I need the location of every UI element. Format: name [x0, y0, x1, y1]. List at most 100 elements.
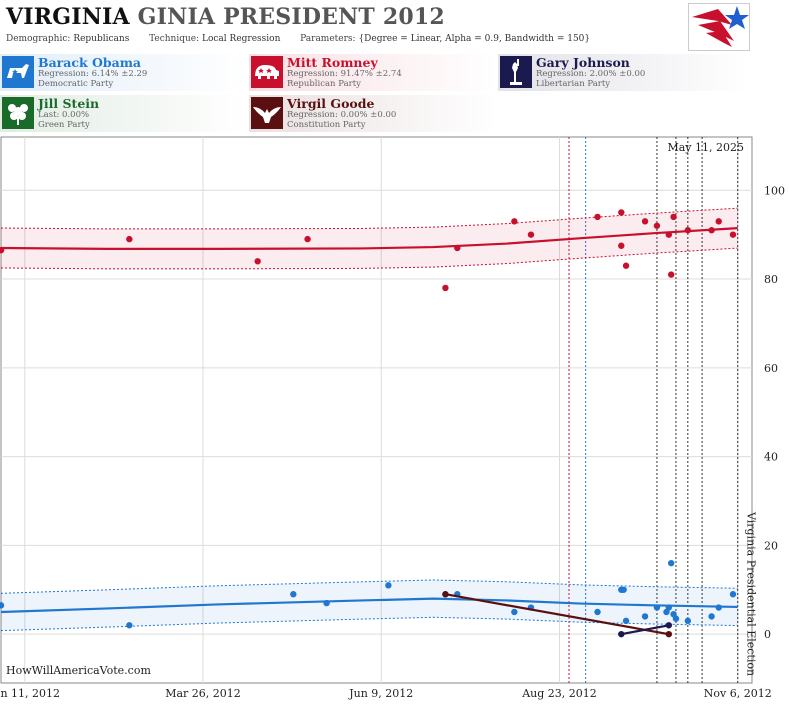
candidate-party: Constitution Party [287, 120, 366, 130]
poll-chart: 0 20 40 60 80 100 Jan 11, 2012 Mar 26, 2012 Jun … [0, 136, 785, 700]
technique-value: Local Regression [202, 34, 281, 44]
data-point [0, 602, 5, 609]
candidate-panel-mitt-romney: Mitt Romney Regression: 91.47% ±2.74 Repub… [249, 54, 497, 91]
technique-label: Technique: [149, 34, 200, 44]
data-point [665, 231, 673, 238]
data-point [454, 244, 461, 252]
data-point [594, 213, 601, 221]
candidate-panel-barack-obama: Barack Obama Regression: 6.14% ±2.29 Democ… [0, 54, 248, 91]
statue-of-liberty-icon [500, 56, 532, 88]
data-point [126, 235, 133, 243]
y-tick-label: 40 [764, 451, 778, 464]
data-point [684, 227, 692, 234]
parameters-value: {Degree = Linear, Alpha = 0.9, Bandwidth… [358, 34, 591, 44]
data-point [254, 258, 261, 265]
data-point [618, 242, 625, 249]
y-tick-label: 20 [764, 539, 778, 552]
data-point [622, 617, 630, 625]
data-point [620, 586, 627, 593]
data-point [290, 591, 297, 598]
candidate-name: Gary Johnson [536, 55, 630, 70]
confidence-upper [0, 207, 738, 230]
y-tick-label: 100 [764, 184, 785, 197]
data-point [511, 218, 518, 225]
data-point [665, 622, 673, 629]
data-point [442, 591, 449, 598]
donkey-icon [2, 56, 34, 88]
trend-line [445, 593, 670, 636]
confidence-band [1, 208, 738, 269]
demographic-value: Republicans [73, 34, 130, 44]
data-point [641, 218, 649, 225]
series-gary-johnson [618, 622, 673, 638]
data-point [684, 617, 692, 625]
candidate-panel-jill-stein: Jill Stein Last: 0.00% Green Party [0, 95, 248, 132]
election-label: Virginia Presidential Election [745, 511, 758, 676]
elephant-icon [251, 56, 283, 88]
x-tick-label: Jan 11, 2012 [0, 687, 60, 700]
candidate-regression: Regression: 6.14% ±2.29 [38, 69, 148, 79]
data-point [665, 630, 673, 638]
y-tick-label: 80 [764, 273, 778, 286]
data-point [672, 615, 680, 622]
date-annotation: May 11, 2025 [667, 141, 744, 154]
data-point [511, 608, 518, 616]
data-point [385, 582, 392, 589]
data-point [670, 213, 677, 221]
candidate-panel-gary-johnson: Gary Johnson Regression: 2.00% ±0.00 Liber… [498, 54, 748, 91]
trend-line [621, 624, 670, 636]
candidate-regression: Last: 0.00% [38, 110, 90, 120]
data-point [527, 231, 535, 238]
parameters-label: Parameters: [300, 34, 356, 44]
trend-line [0, 227, 738, 250]
data-point [304, 235, 311, 243]
candidate-party: Green Party [38, 120, 90, 130]
title-state: VIRGINIA [6, 4, 130, 30]
series-virgil-goode [442, 591, 673, 638]
site-logo-icon [688, 3, 750, 51]
candidate-name: Jill Stein [38, 96, 100, 111]
candidate-regression: Regression: 91.47% ±2.74 [287, 69, 402, 79]
plot-frame [0, 136, 753, 684]
x-tick-label: Nov 6, 2012 [704, 687, 772, 700]
data-point [622, 262, 630, 269]
candidate-regression: Regression: 0.00% ±0.00 [287, 110, 397, 120]
flower-icon [2, 97, 34, 129]
title-subtitle: GINIA PRESIDENT 2012 [137, 4, 445, 30]
data-point [729, 231, 737, 238]
data-point [0, 246, 5, 254]
y-tick-label: 60 [764, 362, 778, 375]
confidence-lower [0, 247, 738, 270]
x-tick-label: Mar 26, 2012 [165, 687, 241, 700]
data-point [667, 559, 675, 567]
demographic-label: Demographic: [6, 34, 71, 44]
data-point [126, 622, 133, 629]
candidate-party: Republican Party [287, 79, 361, 89]
data-point [618, 630, 625, 638]
confidence-band [1, 580, 738, 631]
data-point [667, 271, 675, 278]
data-point [641, 613, 649, 620]
candidate-name: Mitt Romney [287, 55, 378, 70]
candidate-name: Barack Obama [38, 55, 142, 70]
candidate-panel-virgil-goode: Virgil Goode Regression: 0.00% ±0.00 Const… [249, 95, 497, 132]
data-point [708, 227, 715, 234]
data-point [442, 284, 449, 292]
chart-parameters: Demographic: Republicans Technique: Loca… [6, 34, 590, 44]
data-point [618, 209, 625, 216]
candidate-regression: Regression: 2.00% ±0.00 [536, 69, 646, 79]
data-point [665, 604, 673, 611]
candidate-name: Virgil Goode [287, 96, 375, 111]
data-point [729, 591, 737, 598]
data-point [653, 604, 661, 611]
candidate-party: Democratic Party [38, 79, 114, 89]
data-point [323, 599, 330, 607]
eagle-icon [251, 97, 283, 129]
confidence-lower [0, 616, 738, 632]
data-point [715, 218, 722, 225]
y-tick-label: 0 [764, 628, 771, 641]
series-mitt-romney [0, 207, 738, 292]
watermark: HowWillAmericaVote.com [6, 664, 151, 677]
x-tick-label: Aug 23, 2012 [521, 687, 597, 700]
x-tick-label: Jun 9, 2012 [348, 687, 413, 700]
